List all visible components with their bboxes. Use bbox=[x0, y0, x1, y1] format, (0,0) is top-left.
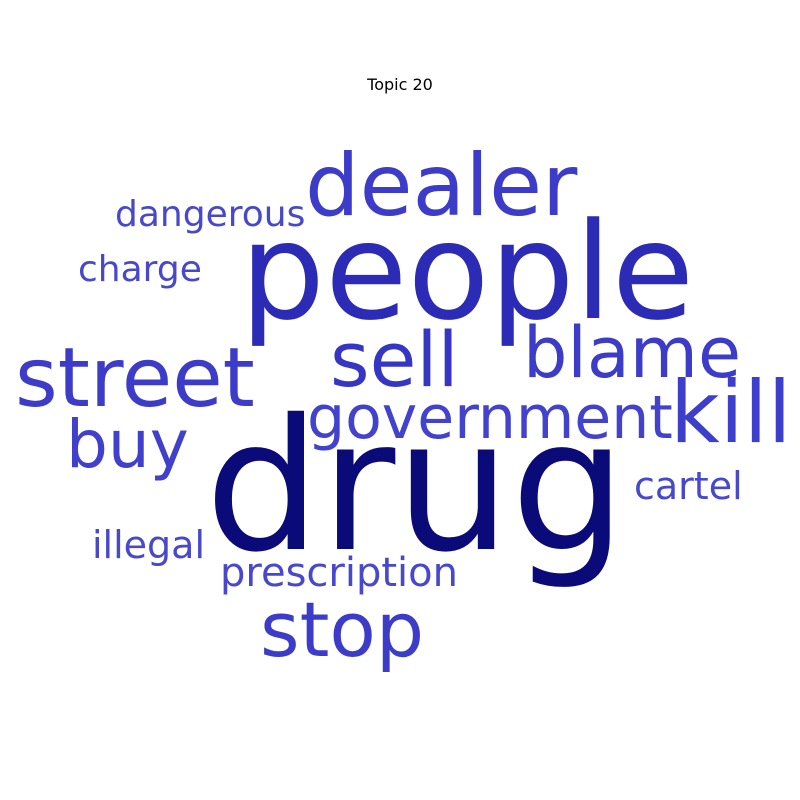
word-kill: kill bbox=[670, 363, 792, 463]
word-buy: buy bbox=[66, 406, 189, 483]
word-sell: sell bbox=[330, 315, 459, 404]
word-blame: blame bbox=[523, 312, 742, 394]
word-government: government bbox=[307, 383, 673, 453]
word-dangerous: dangerous bbox=[115, 194, 306, 235]
word-drug: drug bbox=[205, 380, 627, 592]
word-dealer: dealer bbox=[305, 136, 578, 236]
chart-title: Topic 20 bbox=[367, 75, 433, 94]
word-people: people bbox=[240, 194, 695, 350]
word-illegal: illegal bbox=[92, 523, 206, 567]
word-street: street bbox=[15, 331, 255, 426]
word-stop: stop bbox=[260, 585, 425, 674]
word-cartel: cartel bbox=[634, 464, 743, 508]
word-prescription: prescription bbox=[220, 550, 458, 596]
word-charge: charge bbox=[78, 249, 202, 290]
